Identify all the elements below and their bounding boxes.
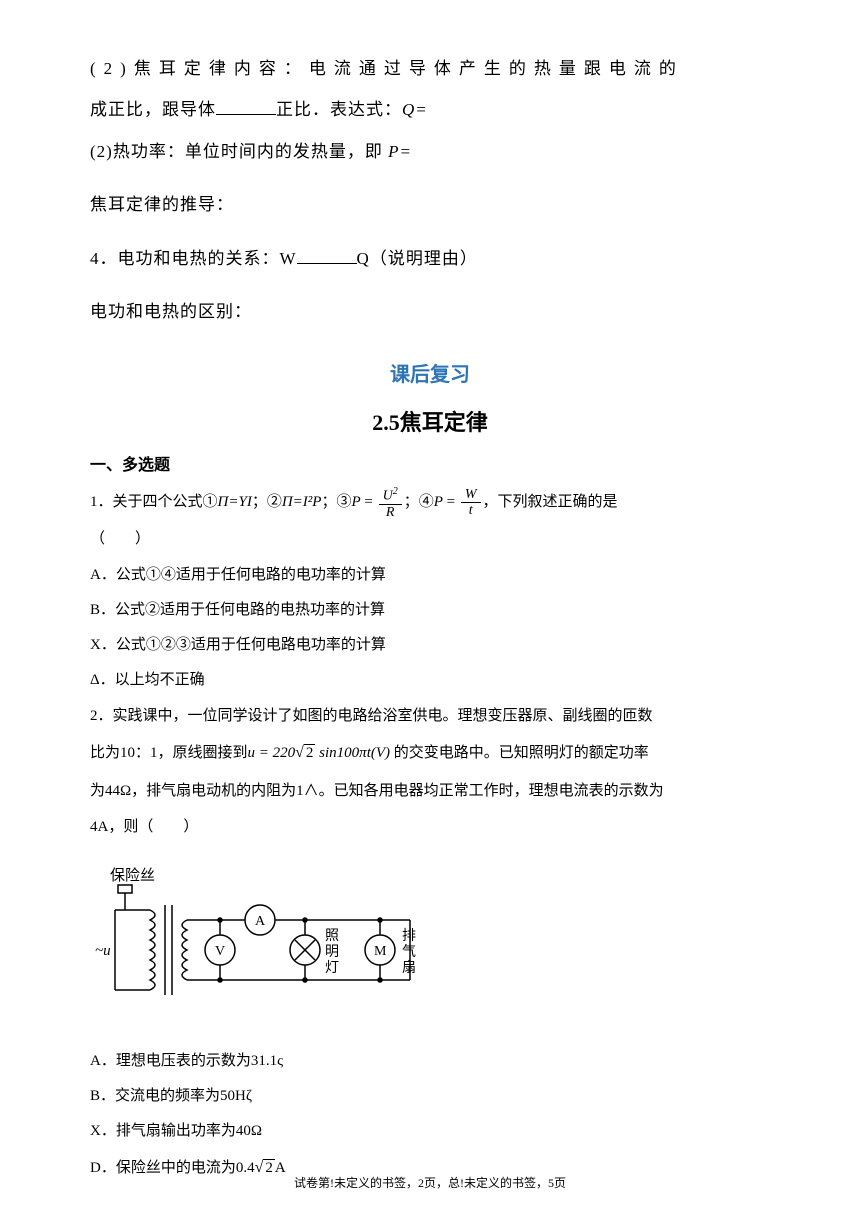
intro-p3: (2)热功率：单位时间内的发热量，即 P= <box>90 133 770 170</box>
q2-line2: 比为10：1，原线圈接到u = 220 2 sin100πt(V) 的交变电路中。… <box>90 735 770 772</box>
p2-formula: Q= <box>402 100 428 119</box>
p5-before: 4．电功和电热的关系：W <box>90 249 297 268</box>
fan-label-1: 排 <box>402 928 416 944</box>
spacer <box>90 228 770 240</box>
q1-optD: Δ．以上均不正确 <box>90 664 770 697</box>
sqrt-val: 2 <box>304 744 316 761</box>
circuit-diagram: 保险丝 ~u A <box>90 860 770 1025</box>
q1-optX: X．公式①②③适用于任何电路电功率的计算 <box>90 629 770 662</box>
q1-sep1: ；② <box>252 494 282 510</box>
frac-den: t <box>461 503 481 518</box>
frac-num: W <box>461 487 481 503</box>
q2-line4: 4A，则（ ） <box>90 810 770 845</box>
u-label: ~u <box>95 943 111 959</box>
q2-optX: X．排气扇输出功率为40Ω <box>90 1115 770 1148</box>
sqrt-icon: 2 <box>295 735 315 772</box>
q2-line1: 2．实践课中，一位同学设计了如图的电路给浴室供电。理想变压器原、副线圈的匝数 <box>90 699 770 734</box>
blank-2 <box>297 246 357 264</box>
q1-sep2: ；③ <box>321 494 351 510</box>
num-text: U <box>383 488 393 503</box>
frac-den: R <box>379 505 402 520</box>
q2-l2-u: u = 220 <box>248 745 296 761</box>
fan-label-2: 气 <box>402 944 416 960</box>
spacer <box>90 281 770 293</box>
voltmeter-label: V <box>215 944 225 959</box>
q1-sep3: ；④ <box>404 494 434 510</box>
intro-section: (2)焦耳定律内容：电流通过导体产生的热量跟电流的 成正比，跟导体 正比．表达式：… <box>90 50 770 330</box>
p2-before: 成正比，跟导体 <box>90 100 216 119</box>
q1-f4-lhs: P <box>434 494 443 510</box>
q1-f3-frac: U2R <box>379 486 402 520</box>
p3-before: (2)热功率：单位时间内的发热量，即 <box>90 142 388 161</box>
q1-f3-eq: = <box>361 494 377 510</box>
intro-p4: 焦耳定律的推导： <box>90 186 770 223</box>
q1-f4-eq: = <box>443 494 459 510</box>
q2-l2-sin: sin100πt(V) <box>315 745 390 761</box>
q1-f4-frac: Wt <box>461 487 481 519</box>
circuit-svg: 保险丝 ~u A <box>90 860 450 1020</box>
lamp-label-1: 照 <box>325 929 339 944</box>
lamp-label-2: 明 <box>325 945 339 960</box>
intro-p5: 4．电功和电热的关系：W Q（说明理由） <box>90 240 770 277</box>
fuse-label: 保险丝 <box>110 867 155 884</box>
review-title: 课后复习 <box>90 358 770 387</box>
fan-label-3: 扇 <box>402 960 416 976</box>
intro-p2: 成正比，跟导体 正比．表达式：Q= <box>90 91 770 128</box>
q1-after: ，下列叙述正确的是 <box>483 494 618 510</box>
intro-p1: (2)焦耳定律内容：电流通过导体产生的热量跟电流的 <box>90 50 770 87</box>
q1-optB: B．公式②适用于任何电路的电热功率的计算 <box>90 594 770 627</box>
q2-optA: A．理想电压表的示数为31.1ς <box>90 1045 770 1078</box>
q1-f3-lhs: P <box>351 494 360 510</box>
p3-formula: P= <box>388 142 412 161</box>
q1-paren: （ ） <box>90 522 770 557</box>
section-heading: 一、多选题 <box>90 451 770 475</box>
q1-optA: A．公式①④适用于任何电路的电功率的计算 <box>90 559 770 592</box>
page-footer: 试卷第!未定义的书签，2页，总!未定义的书签，5页 <box>0 1174 860 1191</box>
q1-f2: П=I²P <box>282 494 322 510</box>
frac-num: U2 <box>379 486 402 505</box>
q2-optB: B．交流电的频率为50Hζ <box>90 1080 770 1113</box>
sup-2: 2 <box>393 486 398 497</box>
q1-before: 1．关于四个公式① <box>90 494 218 510</box>
questions-section: 一、多选题 1．关于四个公式①П=YI；②П=I²P；③P = U2R；④P =… <box>90 451 770 1185</box>
blank-1 <box>216 97 276 115</box>
q1-stem: 1．关于四个公式①П=YI；②П=I²P；③P = U2R；④P = Wt，下列… <box>90 485 770 520</box>
p2-after: 正比．表达式： <box>276 100 402 119</box>
intro-p6: 电功和电热的区别： <box>90 293 770 330</box>
motor-label: M <box>374 944 387 959</box>
ammeter-label: A <box>255 914 266 929</box>
spacer <box>90 174 770 186</box>
q1-f1: П=YI <box>218 494 252 510</box>
q2-l2-before: 比为10：1，原线圈接到 <box>90 745 248 761</box>
chapter-title: 2.5焦耳定律 <box>90 405 770 437</box>
q2-line3: 为44Ω，排气扇电动机的内阻为1∧。已知各用电器均正常工作时，理想电流表的示数为 <box>90 774 770 809</box>
p5-after: Q（说明理由） <box>357 249 478 268</box>
q2-l2-after: 的交变电路中。已知照明灯的额定功率 <box>390 745 649 761</box>
lamp-label-3: 灯 <box>325 960 339 976</box>
